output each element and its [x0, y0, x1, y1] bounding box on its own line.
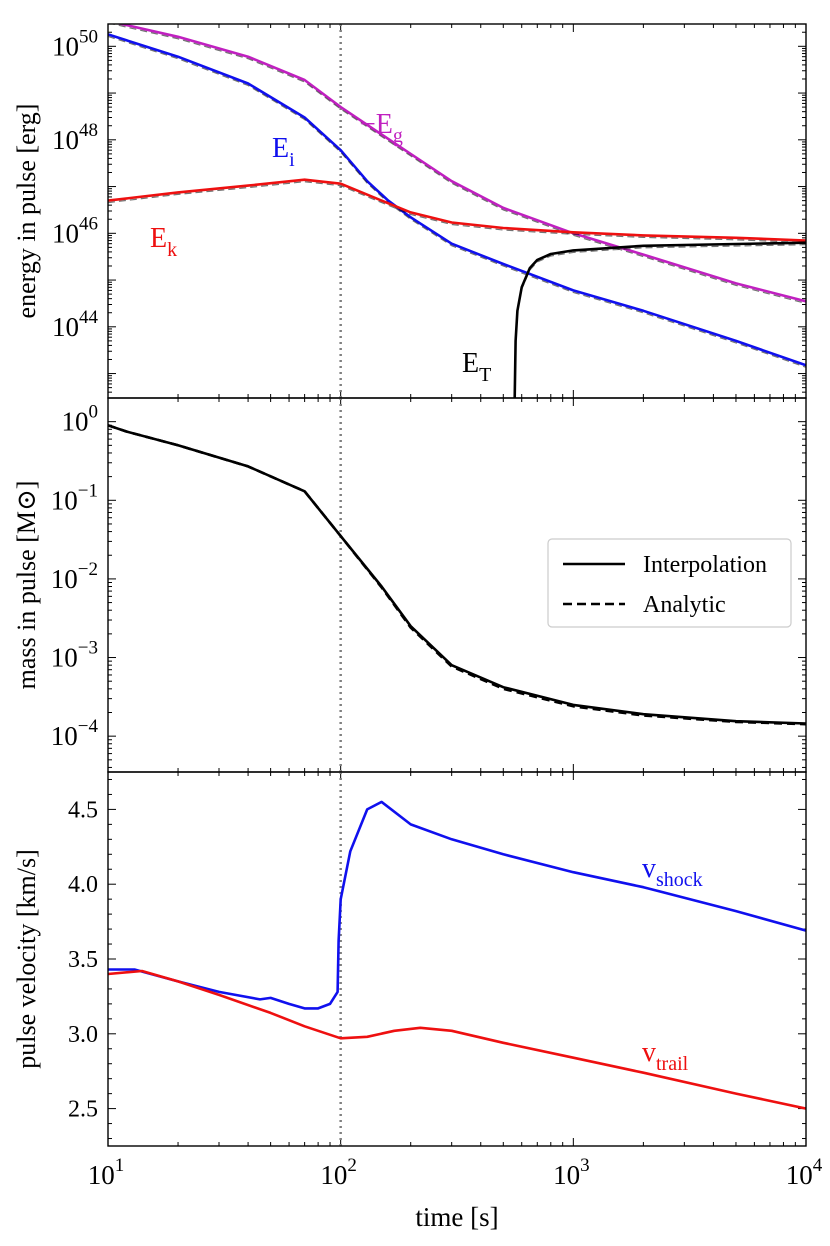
y-axis-label: pulse velocity [km/s] — [12, 849, 41, 1069]
axes-frame-energy — [107, 23, 807, 399]
y-axis-label: mass in pulse [M⊙] — [12, 481, 41, 690]
x-tick-label: 102 — [320, 1155, 357, 1190]
series-v-shock-label: vshock — [642, 853, 703, 891]
y-tick-label: 100 — [62, 402, 99, 437]
y-tick-label: 10−4 — [51, 716, 99, 751]
series-mass — [108, 424, 806, 726]
panel-energy: 1044 1046 1048 1050 energy in pulse [erg] −Eg… — [12, 23, 807, 399]
series--e-g-label: −Eg — [360, 109, 403, 147]
series-e-k-label: Ek — [150, 223, 177, 261]
y-tick-label: 1048 — [52, 120, 98, 155]
x-tick-label: 104 — [786, 1155, 823, 1190]
y-tick-label: 3.5 — [68, 947, 98, 973]
y-tick-label: 10−2 — [51, 559, 98, 594]
legend: Interpolation Analytic — [547, 538, 792, 628]
x-axis-label: time [s] — [415, 1202, 498, 1232]
legend-label: Analytic — [643, 592, 726, 618]
series-e-t-line — [513, 241, 806, 398]
y-tick-label: 2.5 — [68, 1097, 98, 1123]
series-velocity — [108, 800, 806, 1110]
series-e-t-label: ET — [462, 348, 491, 386]
axes-frame-velocity — [107, 771, 807, 1147]
y-tick-label: 10−1 — [51, 480, 98, 515]
x-tick-labels: 101 102 103 104 — [88, 1155, 823, 1190]
y-tick-labels-velocity: 2.5 3.0 3.5 4.0 4.5 — [68, 797, 98, 1122]
y-tick-label: 4.0 — [68, 872, 98, 898]
series-e-k-analytic-line — [108, 181, 806, 244]
series-e-k-line — [108, 178, 806, 242]
series-v-trail-line — [108, 969, 806, 1110]
series-e-i-analytic-line — [108, 35, 806, 368]
y-tick-label: 4.5 — [68, 797, 98, 823]
y-axis-label: energy in pulse [erg] — [12, 104, 41, 319]
series-e-t-analytic-line — [514, 244, 806, 398]
panel-velocity: 2.5 3.0 3.5 4.0 4.5 101 102 103 104 time [s] pulse… — [12, 771, 823, 1232]
x-tick-label: 103 — [553, 1155, 590, 1190]
y-tick-labels-energy: 1044 1046 1048 1050 — [52, 26, 99, 342]
y-tick-label: 1050 — [52, 26, 98, 61]
series-e-i-label: Ei — [272, 133, 295, 171]
series-analytic-line — [108, 424, 806, 726]
series--e-g-line — [115, 24, 806, 303]
panel-mass: 10−4 10−3 10−2 10−1 100 mass in pulse [M⊙] Int… — [12, 397, 807, 773]
panels: 1044 1046 1048 1050 energy in pulse [erg] −Eg… — [12, 23, 823, 1232]
series-energy — [108, 24, 806, 398]
series-v-trail-label: vtrail — [642, 1037, 689, 1075]
series-v-shock-line — [108, 800, 806, 1010]
y-tick-label: 1044 — [52, 307, 99, 342]
series--e-g-analytic-line — [110, 24, 806, 304]
y-tick-label: 10−3 — [51, 638, 98, 673]
ticks-energy — [107, 24, 806, 399]
legend-label: Interpolation — [643, 552, 767, 578]
y-tick-label: 3.0 — [68, 1022, 98, 1048]
y-tick-labels-mass: 10−4 10−3 10−2 10−1 100 — [51, 402, 99, 751]
series-e-i-line — [108, 33, 806, 367]
ticks-velocity — [107, 772, 806, 1146]
x-tick-label: 101 — [88, 1155, 125, 1190]
y-tick-label: 1046 — [52, 213, 98, 248]
